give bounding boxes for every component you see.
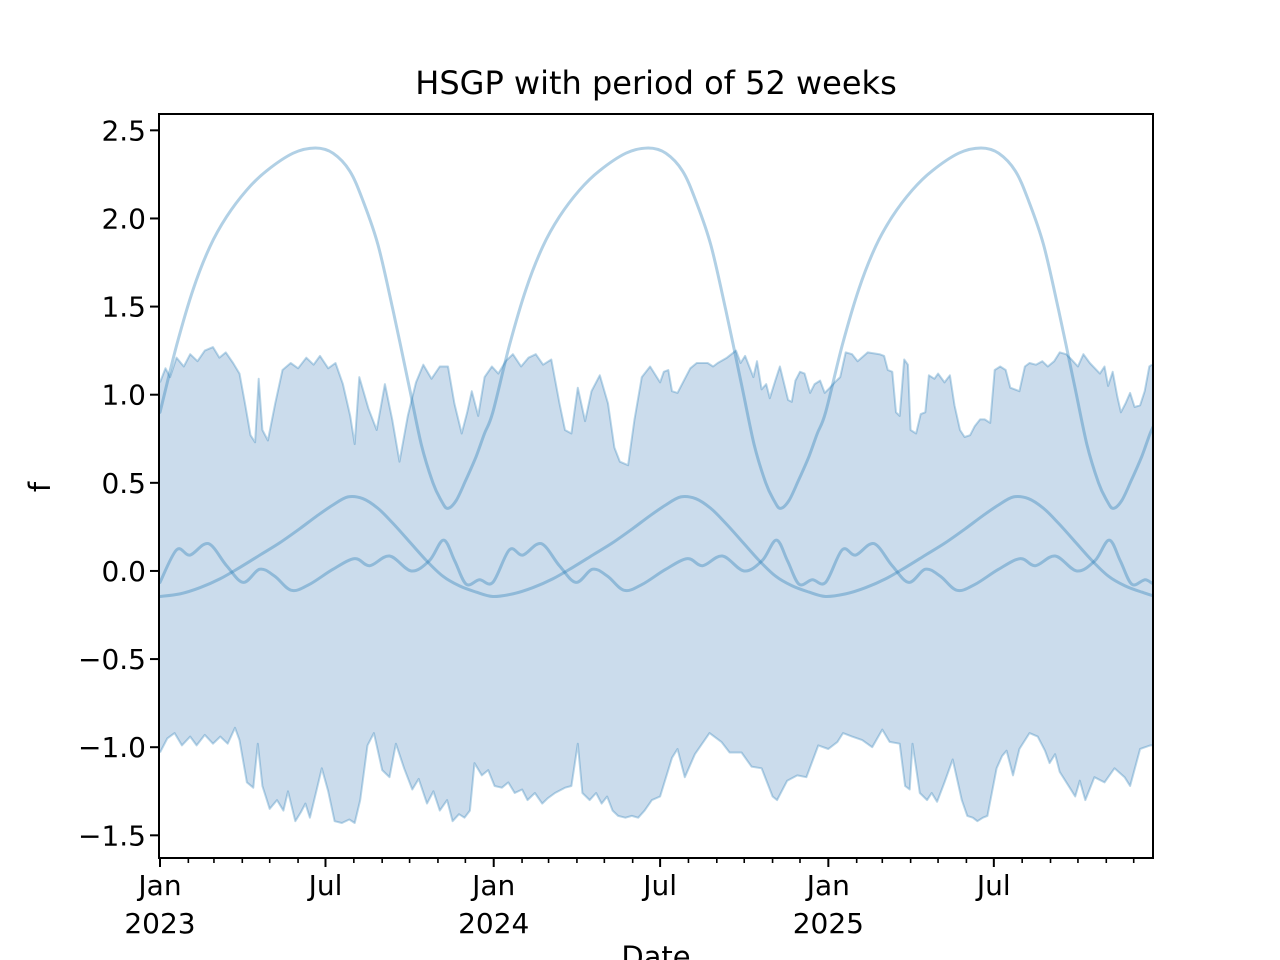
axes-spines <box>158 113 1154 859</box>
x-tick-label-year: 2023 <box>124 907 195 940</box>
y-axis-ticks: 2.5 2.0 1.5 1.0 0.5 0.0 −0.5 −1.0 −1.5 <box>78 114 160 852</box>
x-axis-ticks: Jan 2023 Jul Jan 2024 Jul Jan 2025 Jul <box>124 857 1135 940</box>
sample-draw-line-2 <box>160 494 1152 599</box>
y-tick-label: 1.0 <box>101 379 146 412</box>
y-tick-label: 0.5 <box>101 467 146 500</box>
x-tick-label-month: Jul <box>641 869 677 902</box>
x-tick-label-month: Jan <box>470 869 515 902</box>
x-tick-label-month: Jul <box>307 869 343 902</box>
x-tick-label-month: Jan <box>136 869 181 902</box>
x-axis-label: Date <box>621 940 691 960</box>
hdi-band <box>160 347 1152 823</box>
sample-draw-line-3 <box>160 538 1152 593</box>
y-tick-label: −1.0 <box>78 731 146 764</box>
x-tick-label-year: 2025 <box>793 907 864 940</box>
y-tick-label: 1.5 <box>101 291 146 324</box>
sample-draw-line-1 <box>160 146 1152 510</box>
plot-area <box>160 146 1152 824</box>
y-tick-label: 2.0 <box>101 202 146 235</box>
y-tick-label: 0.0 <box>101 555 146 588</box>
x-tick-label-month: Jul <box>975 869 1011 902</box>
y-tick-label: −1.5 <box>78 819 146 852</box>
x-tick-label-year: 2024 <box>458 907 529 940</box>
y-tick-label: −0.5 <box>78 643 146 676</box>
hdi-band-lower-edge <box>160 726 1152 824</box>
y-tick-label: 2.5 <box>101 114 146 147</box>
x-tick-label-month: Jan <box>805 869 850 902</box>
chart-title: HSGP with period of 52 weeks <box>415 64 897 102</box>
hdi-band-upper-edge <box>160 346 1152 467</box>
